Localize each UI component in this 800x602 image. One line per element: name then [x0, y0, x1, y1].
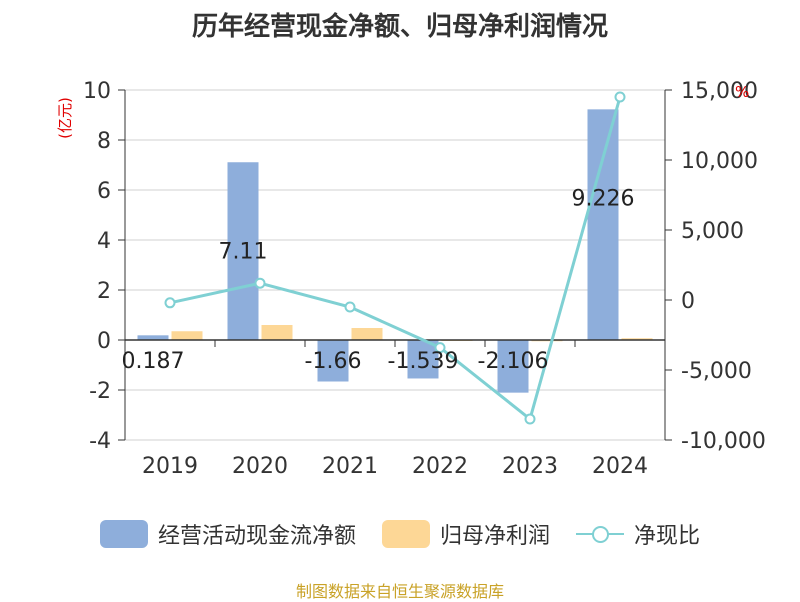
legend-swatch-cashflow: [99, 520, 148, 548]
legend-item-ratio[interactable]: 净现比: [576, 518, 700, 550]
left-axis-tick-label: 10: [83, 79, 111, 104]
bars-layer: [137, 109, 653, 393]
bar-net-profit: [261, 325, 293, 340]
left-axis-tick-label: -2: [89, 379, 111, 404]
axes: -4 -2 0 2 4 6 8 10 -10,000 -5,000 0 5,000 10,000 15,0…: [83, 79, 766, 479]
x-axis-tick-label: 2020: [232, 454, 288, 479]
left-axis-unit: (亿元): [56, 97, 74, 139]
legend-item-net-profit[interactable]: 归母净利润: [381, 518, 550, 550]
bar-net-profit: [351, 328, 383, 340]
right-axis-tick-label: 10,000: [681, 149, 758, 174]
data-label-cashflow: -2.106: [478, 349, 549, 374]
left-axis-tick-label: -4: [89, 429, 111, 454]
grid-lines: [125, 89, 665, 441]
x-axis-tick-label: 2024: [592, 454, 648, 479]
data-label-cashflow: 9.226: [572, 186, 635, 211]
ratio-point: [254, 277, 266, 289]
legend-label-cashflow: 经营活动现金流净额: [157, 524, 356, 549]
right-axis-tick-label: -5,000: [681, 359, 752, 384]
bar-cashflow: [317, 340, 349, 382]
data-label-cashflow: -1.539: [388, 349, 459, 374]
x-axis-tick-label: 2022: [412, 454, 468, 479]
data-label-cashflow: 7.11: [219, 239, 268, 264]
right-axis-tick-label: -10,000: [681, 429, 766, 454]
right-axis-tick-label: 15,000: [681, 79, 758, 104]
bar-cashflow: [587, 109, 619, 340]
ratio-point: [344, 301, 356, 313]
ratio-line-layer: [164, 91, 626, 425]
legend-label-ratio: 净现比: [634, 524, 701, 549]
legend-swatch-ratio: [576, 520, 624, 548]
right-axis-unit: %: [735, 83, 749, 101]
data-labels: 0.187 7.11 -1.66 -1.539 -2.106 9.226: [122, 186, 635, 374]
left-axis-tick-label: 6: [97, 179, 111, 204]
bar-cashflow: [137, 335, 169, 340]
right-axis-tick-label: 0: [681, 289, 695, 314]
ratio-point: [164, 297, 176, 309]
source-note: 制图数据来自恒生聚源数据库: [295, 582, 504, 601]
legend-label-net-profit: 归母净利润: [439, 524, 550, 549]
left-axis-tick-label: 0: [97, 329, 111, 354]
x-axis-tick-label: 2023: [502, 454, 558, 479]
bar-net-profit: [171, 331, 203, 340]
x-axis-tick-label: 2021: [322, 454, 378, 479]
legend-item-cashflow[interactable]: 经营活动现金流净额: [99, 518, 356, 550]
right-axis-tick-label: 5,000: [681, 219, 744, 244]
ratio-point: [434, 342, 446, 354]
legend: 经营活动现金流净额 归母净利润 净现比: [0, 518, 800, 550]
ratio-point: [524, 413, 536, 425]
ratio-line: [169, 96, 622, 422]
data-label-cashflow: 0.187: [122, 349, 185, 374]
bar-cashflow: [407, 340, 439, 379]
ratio-point: [614, 91, 626, 103]
bar-net-profit: [621, 338, 653, 340]
x-axis-tick-label: 2019: [142, 454, 198, 479]
left-axis-tick-label: 2: [97, 279, 111, 304]
left-axis-tick-label: 4: [97, 229, 111, 254]
data-label-cashflow: -1.66: [305, 349, 362, 374]
legend-swatch-net-profit: [381, 520, 430, 548]
left-axis-tick-label: 8: [97, 129, 111, 154]
bar-cashflow: [227, 162, 259, 340]
chart-title: 历年经营现金净额、归母净利润情况: [191, 12, 608, 42]
bar-cashflow: [497, 340, 529, 393]
